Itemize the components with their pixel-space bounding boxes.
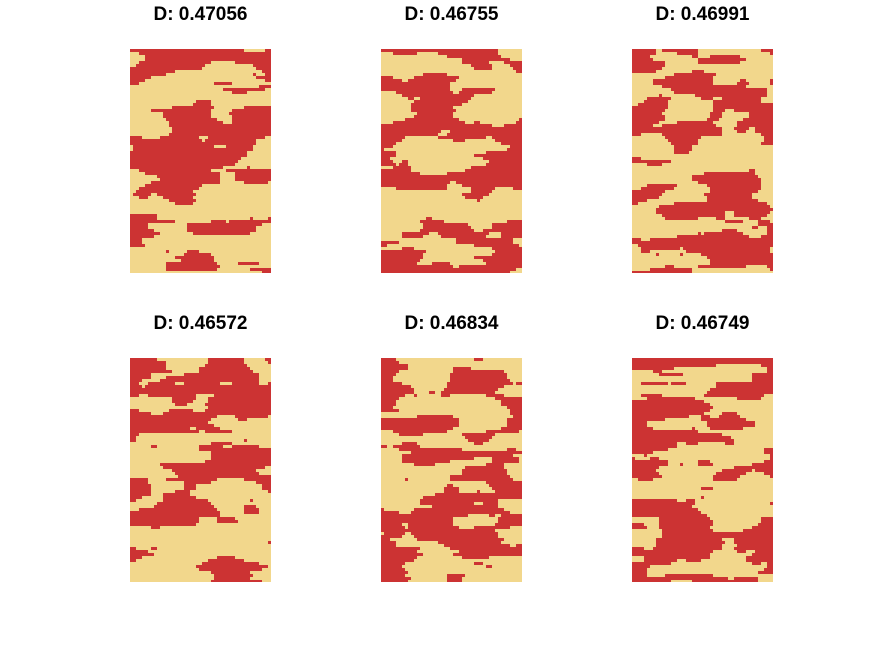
panel-title-6: D: 0.46749 xyxy=(655,313,750,334)
field-map-svg xyxy=(632,49,773,273)
phase-b-region xyxy=(632,358,773,582)
panel-title-2: D: 0.46755 xyxy=(404,4,499,25)
phase-b-region xyxy=(381,49,522,273)
panel-map-3 xyxy=(632,49,773,273)
field-map-svg xyxy=(130,358,271,582)
field-map-svg xyxy=(381,49,522,273)
panel-map-6 xyxy=(632,358,773,582)
panel-map-1 xyxy=(130,49,271,273)
phase-b-region xyxy=(381,358,522,582)
phase-b-region xyxy=(632,49,773,273)
panel-title-1: D: 0.47056 xyxy=(153,4,248,25)
panel-map-4 xyxy=(130,358,271,582)
panel-title-3: D: 0.46991 xyxy=(655,4,750,25)
panel-title-4: D: 0.46572 xyxy=(153,313,248,334)
phase-b-region xyxy=(130,49,271,273)
field-map-svg xyxy=(632,358,773,582)
panel-map-5 xyxy=(381,358,522,582)
field-map-svg xyxy=(130,49,271,273)
panel-title-5: D: 0.46834 xyxy=(404,313,499,334)
panel-map-2 xyxy=(381,49,522,273)
field-map-svg xyxy=(381,358,522,582)
phase-b-region xyxy=(130,358,271,582)
